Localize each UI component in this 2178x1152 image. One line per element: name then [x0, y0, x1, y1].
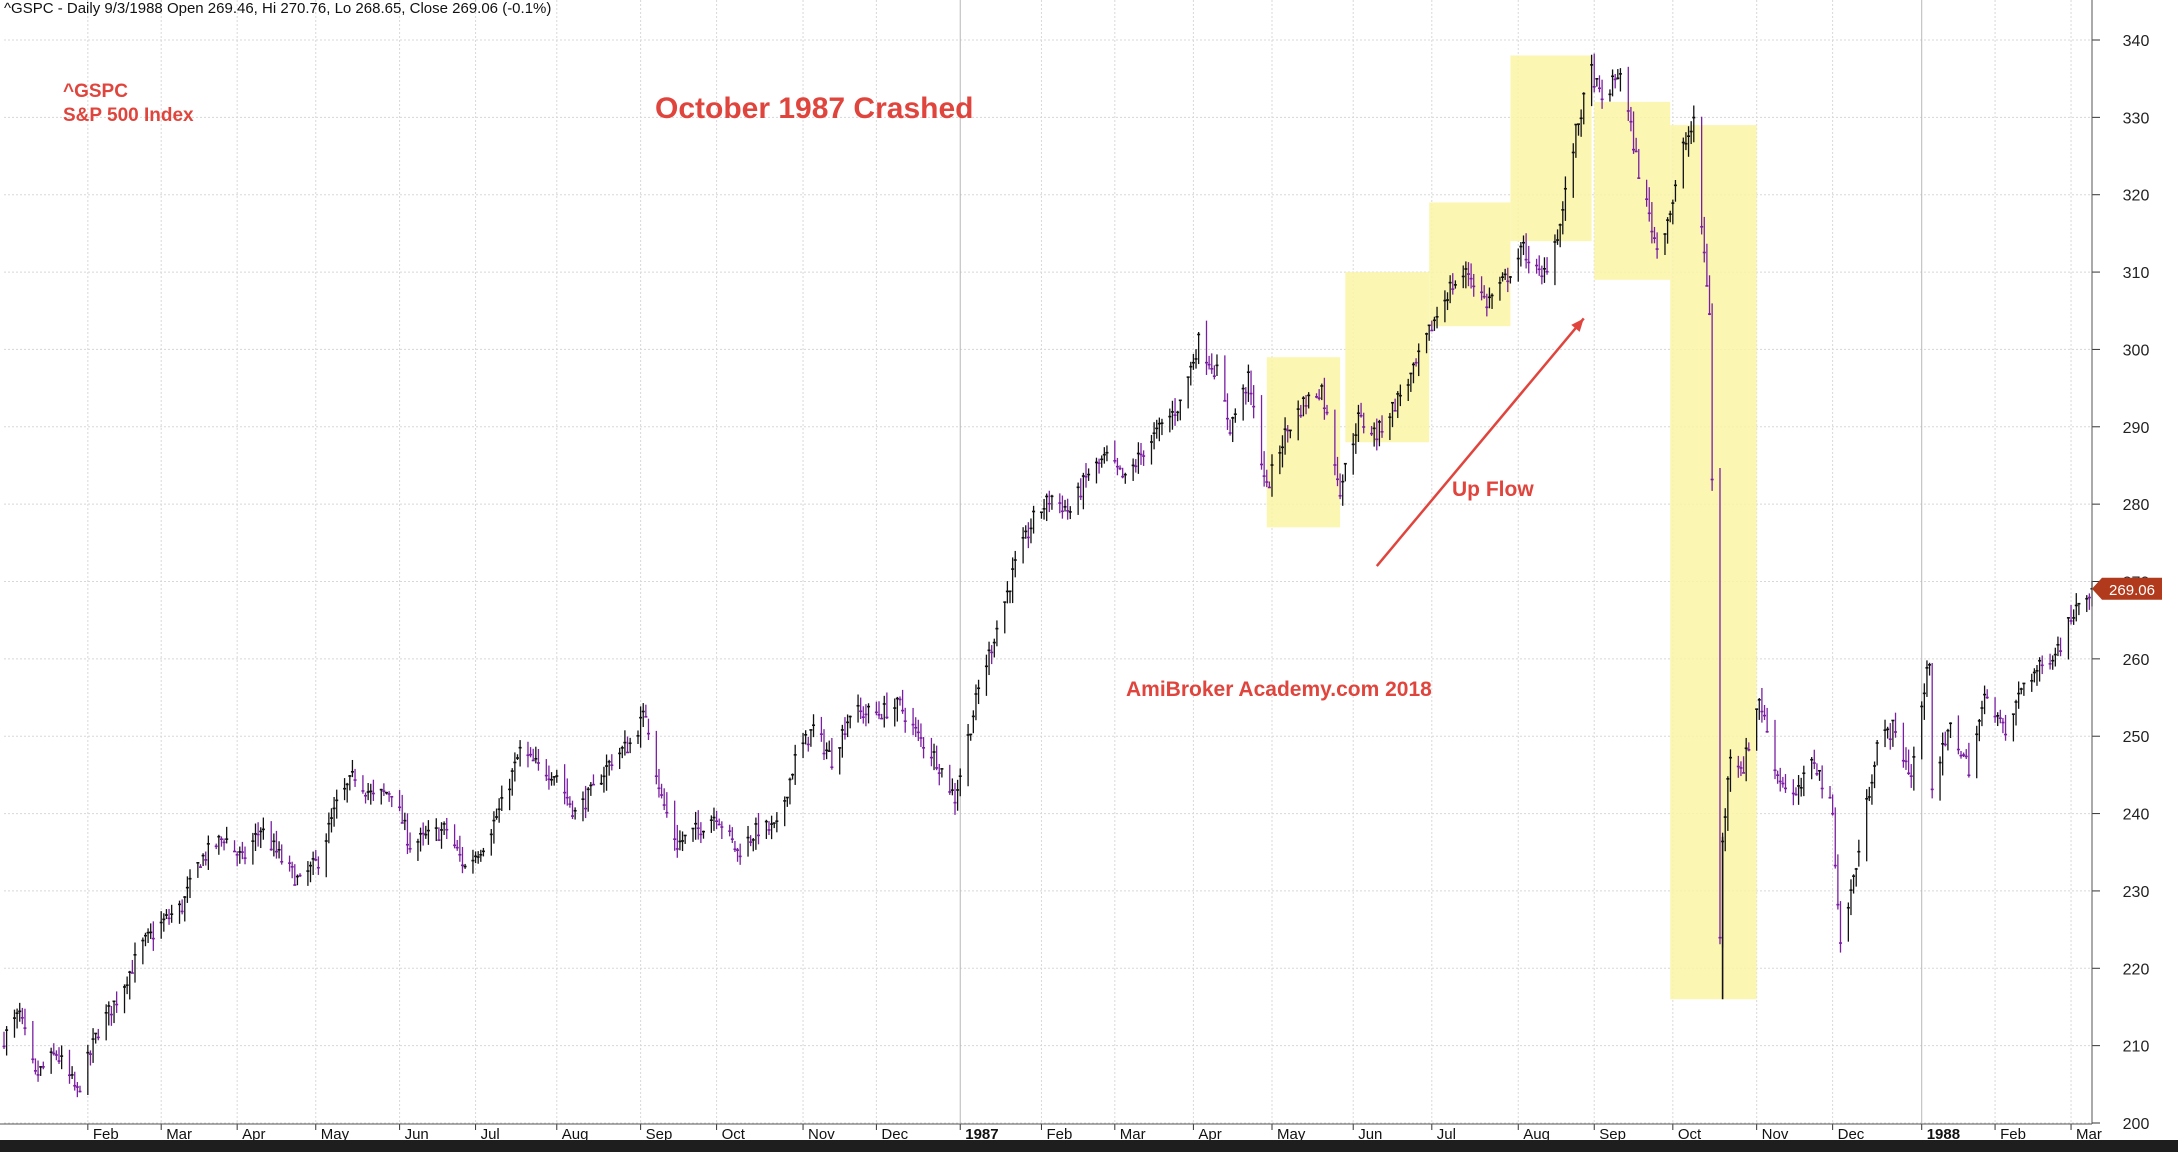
y-tick-label: 280 — [2123, 497, 2150, 514]
up-flow-label: Up Flow — [1452, 478, 1534, 501]
y-tick-label: 310 — [2123, 265, 2150, 282]
highlight-box — [1429, 202, 1511, 327]
y-tick-label: 340 — [2123, 33, 2150, 50]
y-tick-label: 230 — [2123, 884, 2150, 901]
x-tick-label: Nov — [808, 1126, 835, 1143]
highlight-boxes — [1266, 55, 1757, 1000]
y-tick-label: 220 — [2123, 961, 2150, 978]
x-tick-label: Dec — [1838, 1126, 1865, 1143]
x-tick-label: Jul — [481, 1126, 500, 1143]
chart-grid — [4, 0, 2092, 1124]
x-tick-label: Sep — [1599, 1126, 1626, 1143]
arrow-head — [1571, 318, 1584, 332]
ticker-label: ^GSPC S&P 500 Index — [63, 80, 194, 128]
watermark-label: AmiBroker Academy.com 2018 — [1126, 678, 1432, 701]
last-price-label: 269.06 — [2109, 582, 2155, 599]
chart-header-info: ^GSPC - Daily 9/3/1988 Open 269.46, Hi 2… — [4, 0, 552, 17]
x-tick-label: Sep — [646, 1126, 673, 1143]
y-tick-label: 300 — [2123, 342, 2150, 359]
x-tick-label: May — [321, 1126, 350, 1143]
x-tick-label: Aug — [1523, 1126, 1550, 1143]
x-tick-label: Feb — [2000, 1126, 2026, 1143]
arrow-shaft — [1375, 317, 1585, 567]
x-tick-label: Feb — [1046, 1126, 1072, 1143]
y-tick-label: 290 — [2123, 420, 2150, 437]
x-tick-label: Jun — [405, 1126, 429, 1143]
y-tick-label: 260 — [2123, 652, 2150, 669]
ticker-symbol: ^GSPC — [63, 81, 128, 102]
y-tick-label: 200 — [2123, 1116, 2150, 1133]
highlight-box — [1670, 125, 1757, 1000]
y-tick-label: 320 — [2123, 188, 2150, 205]
x-tick-label: Aug — [562, 1126, 589, 1143]
x-tick-label: Mar — [2076, 1126, 2102, 1143]
x-tick-label: Oct — [1678, 1126, 1702, 1143]
highlight-box — [1510, 55, 1592, 242]
x-tick-label: Nov — [1762, 1126, 1789, 1143]
index-name: S&P 500 Index — [63, 105, 194, 126]
x-tick-label: Mar — [1120, 1126, 1146, 1143]
up-flow-arrow — [1375, 317, 1585, 567]
x-tick-label: 1987 — [965, 1126, 998, 1143]
window-bottom-bar — [0, 1140, 2178, 1152]
price-bars — [2, 53, 2094, 1098]
x-tick-label: Jun — [1358, 1126, 1382, 1143]
y-tick-label: 330 — [2123, 110, 2150, 127]
x-tick-label: Feb — [93, 1126, 119, 1143]
x-tick-label: Oct — [722, 1126, 746, 1143]
highlight-box — [1266, 357, 1341, 528]
x-tick-label: Apr — [242, 1126, 265, 1143]
x-tick-label: 1988 — [1927, 1126, 1960, 1143]
last-price-tag — [2092, 577, 2162, 600]
x-tick-label: Mar — [166, 1126, 192, 1143]
highlight-box — [1594, 101, 1671, 280]
chart-title: October 1987 Crashed — [655, 92, 974, 125]
x-tick-label: Jul — [1437, 1126, 1456, 1143]
y-tick-label: 240 — [2123, 807, 2150, 824]
y-tick-label: 250 — [2123, 729, 2150, 746]
x-tick-label: Dec — [881, 1126, 908, 1143]
y-tick-label: 210 — [2123, 1039, 2150, 1056]
x-tick-label: May — [1277, 1126, 1306, 1143]
x-tick-label: Apr — [1198, 1126, 1221, 1143]
